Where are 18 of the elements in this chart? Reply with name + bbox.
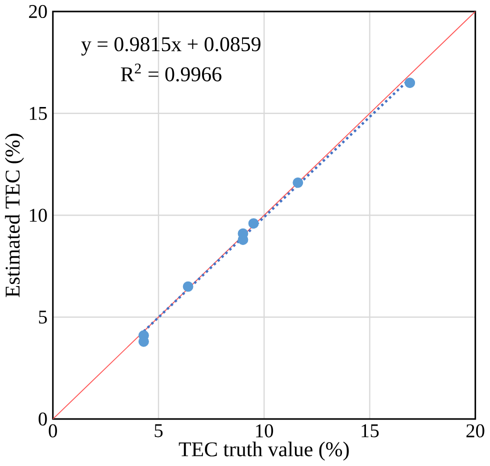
y-tick-label: 15 [30, 107, 47, 120]
y-tick-label: 0 [38, 412, 47, 426]
y-axis-title: Estimated TEC (%) [4, 134, 24, 298]
annotation: y = 0.9815x + 0.0859 [81, 37, 260, 56]
x-tick-label: 15 [362, 424, 379, 438]
x-tick-label: 5 [154, 424, 163, 438]
annotation: R$^{2}$ = 0.9966 [120, 64, 222, 82]
y-tick-label: 10 [30, 208, 47, 222]
y-tick-label: 20 [29, 5, 47, 18]
x-tick-label: 20 [466, 424, 484, 438]
point [404, 78, 416, 88]
point [182, 282, 194, 292]
x-tick-label: 0 [48, 424, 58, 438]
x-tick-label: 10 [256, 424, 274, 438]
point [292, 178, 304, 188]
point [248, 218, 259, 229]
x-axis-title: TEC truth value (%) [178, 442, 349, 461]
y-tick-label: 5 [39, 310, 47, 324]
